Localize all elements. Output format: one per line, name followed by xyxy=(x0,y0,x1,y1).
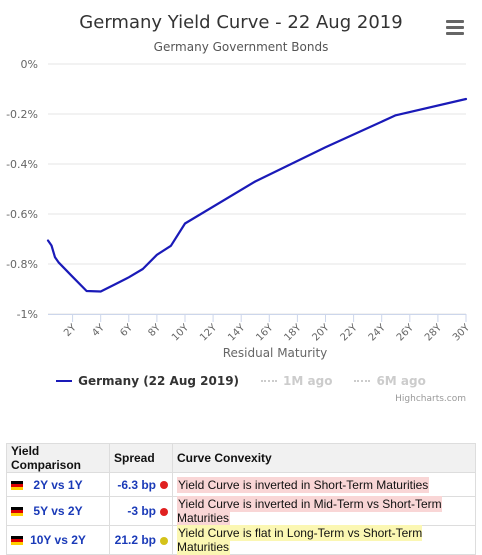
spread-value: -3 bp xyxy=(127,504,156,518)
y-tick-label: 0% xyxy=(21,58,38,71)
convexity-cell: Yield Curve is flat in Long-Term vs Shor… xyxy=(172,525,476,555)
x-axis-title: Residual Maturity xyxy=(223,346,328,360)
legend-line-icon xyxy=(56,380,73,382)
germany-flag-icon xyxy=(11,536,23,546)
column-header-yield-comparison[interactable]: Yield Comparison xyxy=(6,443,110,473)
x-tick-label: 16Y xyxy=(254,322,276,344)
y-tick-label: -0.4% xyxy=(6,158,38,171)
x-tick-label: 30Y xyxy=(451,322,473,344)
y-tick-label: -0.2% xyxy=(6,108,38,121)
x-tick-label: 18Y xyxy=(282,322,304,344)
legend: Germany (22 Aug 2019) 1M ago 6M ago xyxy=(0,374,482,388)
y-tick-label: -0.6% xyxy=(6,208,38,221)
pair-cell: 5Y vs 2Y xyxy=(6,496,110,526)
hamburger-menu-icon[interactable] xyxy=(446,20,464,36)
x-tick-label: 12Y xyxy=(198,322,220,344)
chart-subtitle: Germany Government Bonds xyxy=(153,40,329,54)
legend-line-icon xyxy=(354,380,371,382)
yield-comparison-table: Yield Comparison Spread Curve Convexity … xyxy=(6,443,476,555)
x-tick-label: 8Y xyxy=(146,322,163,339)
x-tick-label: 10Y xyxy=(170,322,192,344)
legend-item-6m-ago[interactable]: 6M ago xyxy=(354,374,426,388)
pair-cell: 2Y vs 1Y xyxy=(6,472,110,497)
germany-flag-icon xyxy=(11,480,23,490)
table-row: 10Y vs 2Y 21.2 bp Yield Curve is flat in L… xyxy=(6,525,476,555)
spread-value: -6.3 bp xyxy=(117,477,156,492)
convexity-cell: Yield Curve is inverted in Mid-Term vs S… xyxy=(172,496,476,526)
x-tick-label: 22Y xyxy=(339,322,361,344)
convexity-text: Yield Curve is inverted in Short-Term Ma… xyxy=(177,476,430,493)
table-row: 2Y vs 1Y -6.3 bp Yield Curve is inverted i… xyxy=(6,472,476,497)
x-tick-label: 28Y xyxy=(423,322,445,344)
legend-line-icon xyxy=(261,380,278,382)
legend-label: Germany (22 Aug 2019) xyxy=(78,374,240,388)
credits-link[interactable]: Highcharts.com xyxy=(395,394,466,404)
x-tick-label: 14Y xyxy=(226,322,248,344)
pair-label[interactable]: 2Y vs 1Y xyxy=(33,477,83,492)
column-header-curve-convexity[interactable]: Curve Convexity xyxy=(172,443,476,473)
column-header-spread[interactable]: Spread xyxy=(109,443,173,473)
germany-flag-icon xyxy=(11,507,23,517)
y-tick-label: -1% xyxy=(17,308,38,321)
spread-cell: 21.2 bp xyxy=(109,525,173,555)
status-dot-icon xyxy=(160,536,168,545)
status-dot-icon xyxy=(160,481,168,490)
x-tick-label: 26Y xyxy=(395,322,417,344)
y-tick-label: -0.8% xyxy=(6,258,38,271)
pair-label[interactable]: 5Y vs 2Y xyxy=(33,504,83,518)
legend-item-germany[interactable]: Germany (22 Aug 2019) xyxy=(56,374,239,388)
legend-label: 6M ago xyxy=(376,374,426,388)
series-line-0 xyxy=(46,97,468,293)
convexity-text: Yield Curve is inverted in Mid-Term vs S… xyxy=(177,496,442,526)
spread-value: 21.2 bp xyxy=(114,533,156,547)
table-row: 5Y vs 2Y -3 bp Yield Curve is inverted in … xyxy=(6,496,476,526)
chart-title: Germany Yield Curve - 22 Aug 2019 xyxy=(79,12,403,33)
plot-area: 0% -0.2% -0.4% -0.6% -0.8% -1% 2Y 4Y 6Y 8Y 10Y 12Y 1… xyxy=(6,58,473,360)
table-header-row: Yield Comparison Spread Curve Convexity xyxy=(6,443,476,473)
pair-label[interactable]: 10Y vs 2Y xyxy=(30,533,86,547)
x-tick-label: 24Y xyxy=(367,322,389,344)
x-tick-label: 4Y xyxy=(90,322,107,339)
x-tick-label: 6Y xyxy=(118,322,135,339)
legend-item-1m-ago[interactable]: 1M ago xyxy=(261,374,332,388)
x-tick-label: 20Y xyxy=(311,322,333,344)
pair-cell: 10Y vs 2Y xyxy=(6,525,110,555)
x-tick-label: 2Y xyxy=(62,322,79,339)
spread-cell: -6.3 bp xyxy=(109,472,173,497)
convexity-cell: Yield Curve is inverted in Short-Term Ma… xyxy=(172,472,476,497)
spread-cell: -3 bp xyxy=(109,496,173,526)
yield-curve-chart: Germany Yield Curve - 22 Aug 2019 German… xyxy=(0,12,482,404)
legend-label: 1M ago xyxy=(283,374,333,388)
status-dot-icon xyxy=(160,507,168,516)
convexity-text: Yield Curve is flat in Long-Term vs Shor… xyxy=(177,525,423,555)
